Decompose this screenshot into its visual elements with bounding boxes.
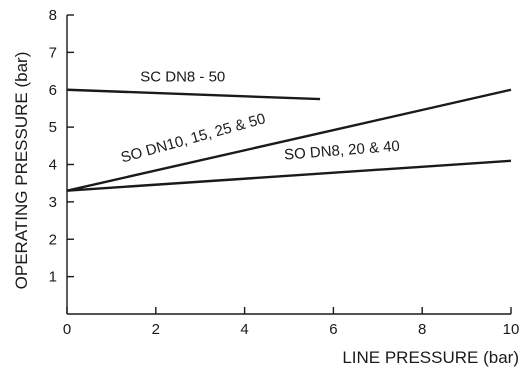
x-tick-label: 8 [418,321,426,338]
x-tick-label: 0 [63,321,71,338]
series-lines [66,88,512,192]
x-axis-title: LINE PRESSURE (bar) [342,348,519,367]
x-tick-label: 10 [503,321,520,338]
series-line-2 [66,88,512,192]
x-tick-label: 6 [329,321,337,338]
y-axis: 1 2 3 4 5 6 7 8 [49,7,74,314]
y-tick-label: 1 [49,269,57,286]
x-axis: 0 2 4 6 8 10 [63,307,520,338]
x-tick-label: 4 [240,321,248,338]
y-axis-ticks: 1 2 3 4 5 6 7 8 [49,7,74,286]
y-tick-label: 4 [49,157,57,174]
y-tick-label: 5 [49,119,57,136]
series-label-1: SC DN8 - 50 [140,69,225,86]
series-label-3: SO DN8, 20 & 40 [284,138,401,164]
y-tick-label: 8 [49,7,57,24]
y-tick-label: 2 [49,231,57,248]
x-axis-ticks: 0 2 4 6 8 10 [63,307,520,338]
x-tick-label: 2 [152,321,160,338]
series-labels: SC DN8 - 50 SO DN10, 15, 25 & 50 SO DN8, 2… [119,69,400,167]
series-line-1 [66,88,321,101]
series-label-2: SO DN10, 15, 25 & 50 [119,110,267,166]
y-tick-label: 6 [49,82,57,99]
series-line-3 [66,159,512,192]
y-tick-label: 3 [49,194,57,211]
y-tick-label: 7 [49,44,57,61]
y-axis-title: OPERATING PRESSURE (bar) [12,52,31,290]
